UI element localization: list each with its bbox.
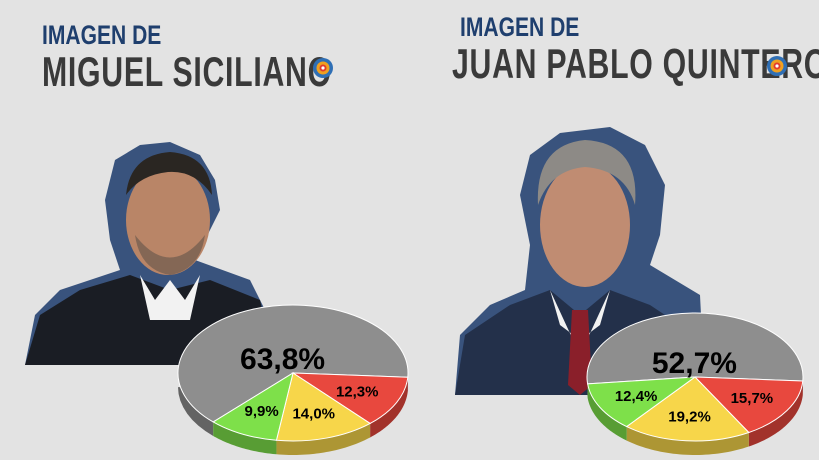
kicker-label: IMAGEN DE [460, 12, 580, 42]
kicker-label: IMAGEN DE [42, 20, 162, 50]
person-name: JUAN PABLO QUINTEROS [452, 40, 819, 87]
circular-logo-icon [767, 56, 787, 76]
pie-slice [586, 312, 804, 385]
pie-slice [177, 304, 409, 423]
pie-slice-side [276, 423, 371, 455]
pie-slice-label: 9,9% [245, 403, 279, 420]
pie-chart: 52,7% 15,7% 19,2% 12,4% [586, 312, 804, 455]
panel-quinteros: IMAGEN DE JUAN PABLO QUINTEROS 52,7% 15,7… [410, 0, 819, 460]
pie-slice [625, 376, 750, 442]
circular-logo-icon [313, 58, 333, 78]
pie-slice-label: 63,8% [240, 343, 325, 376]
pie-slice [291, 372, 409, 425]
pie-slice [587, 376, 697, 428]
pie-slice-side [370, 377, 408, 438]
panel-siciliano: IMAGEN DE MIGUEL SICILIANO 63,8% 12,3% 14,… [25, 20, 409, 455]
pie-slice [693, 376, 804, 434]
pie-chart: 63,8% 12,3%14,0% 9,9% [177, 304, 409, 455]
pie-slice-label: 14,0% [292, 405, 335, 422]
pie-slice-side [626, 426, 749, 455]
pie-slice-label: 52,7% [652, 347, 737, 380]
pie-slice [275, 372, 372, 442]
pie-slice-label: 19,2% [668, 409, 711, 426]
pie-slice [212, 371, 294, 441]
pie-slice-side [587, 383, 627, 441]
pie-slice-label: 12,4% [615, 388, 658, 405]
pie-slice-side [748, 381, 803, 447]
pie-slice-label: 12,3% [336, 383, 379, 400]
pie-slice-label: 15,7% [731, 390, 774, 407]
person-name: MIGUEL SICILIANO [42, 48, 332, 95]
